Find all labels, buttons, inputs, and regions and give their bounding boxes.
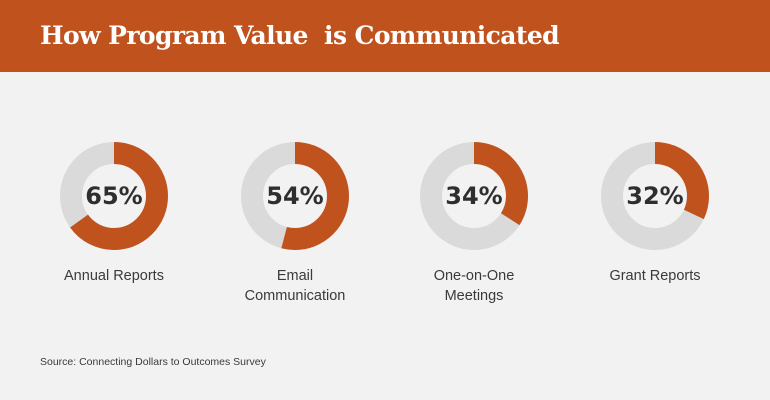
donut-arc-4 bbox=[601, 142, 709, 250]
donut-arc-2 bbox=[241, 142, 349, 250]
donut-label-2-line-2: Communication bbox=[244, 288, 346, 304]
donut-label-4: Grant Reports bbox=[570, 266, 740, 286]
header-banner: How Program Value is Communicated bbox=[0, 0, 770, 72]
donut-svg-1 bbox=[60, 142, 168, 250]
donut-svg-3 bbox=[420, 142, 528, 250]
donut-label-3: One-on-One Meetings bbox=[389, 266, 559, 306]
donut-value-2: 54% bbox=[266, 182, 324, 210]
donut-svg-4 bbox=[601, 142, 709, 250]
donut-label-3-line-1: One-on-One bbox=[433, 268, 515, 284]
donut-label-3-line-2: Meetings bbox=[444, 288, 504, 304]
donut-value-1: 65% bbox=[85, 182, 143, 210]
donut-svg-2 bbox=[241, 142, 349, 250]
donut-chart-4: 32% bbox=[599, 140, 711, 252]
donut-label-4-line-1: Grant Reports bbox=[609, 268, 701, 284]
donut-arc-1 bbox=[60, 142, 168, 250]
donut-value-3: 34% bbox=[445, 182, 503, 210]
page-title: How Program Value is Communicated bbox=[40, 21, 560, 50]
donut-label-1: Annual Reports bbox=[29, 266, 199, 286]
donut-value-4: 32% bbox=[626, 182, 684, 210]
donut-chart-3: 34% bbox=[418, 140, 530, 252]
source-note: Source: Connecting Dollars to Outcomes S… bbox=[40, 356, 266, 368]
donut-label-2: Email Communication bbox=[210, 266, 380, 306]
donut-chart-2: 54% bbox=[239, 140, 351, 252]
donut-label-1-line-1: Annual Reports bbox=[64, 268, 164, 284]
donut-chart-1: 65% bbox=[58, 140, 170, 252]
donut-label-2-line-1: Email bbox=[276, 268, 314, 284]
donut-arc-3 bbox=[420, 142, 528, 250]
